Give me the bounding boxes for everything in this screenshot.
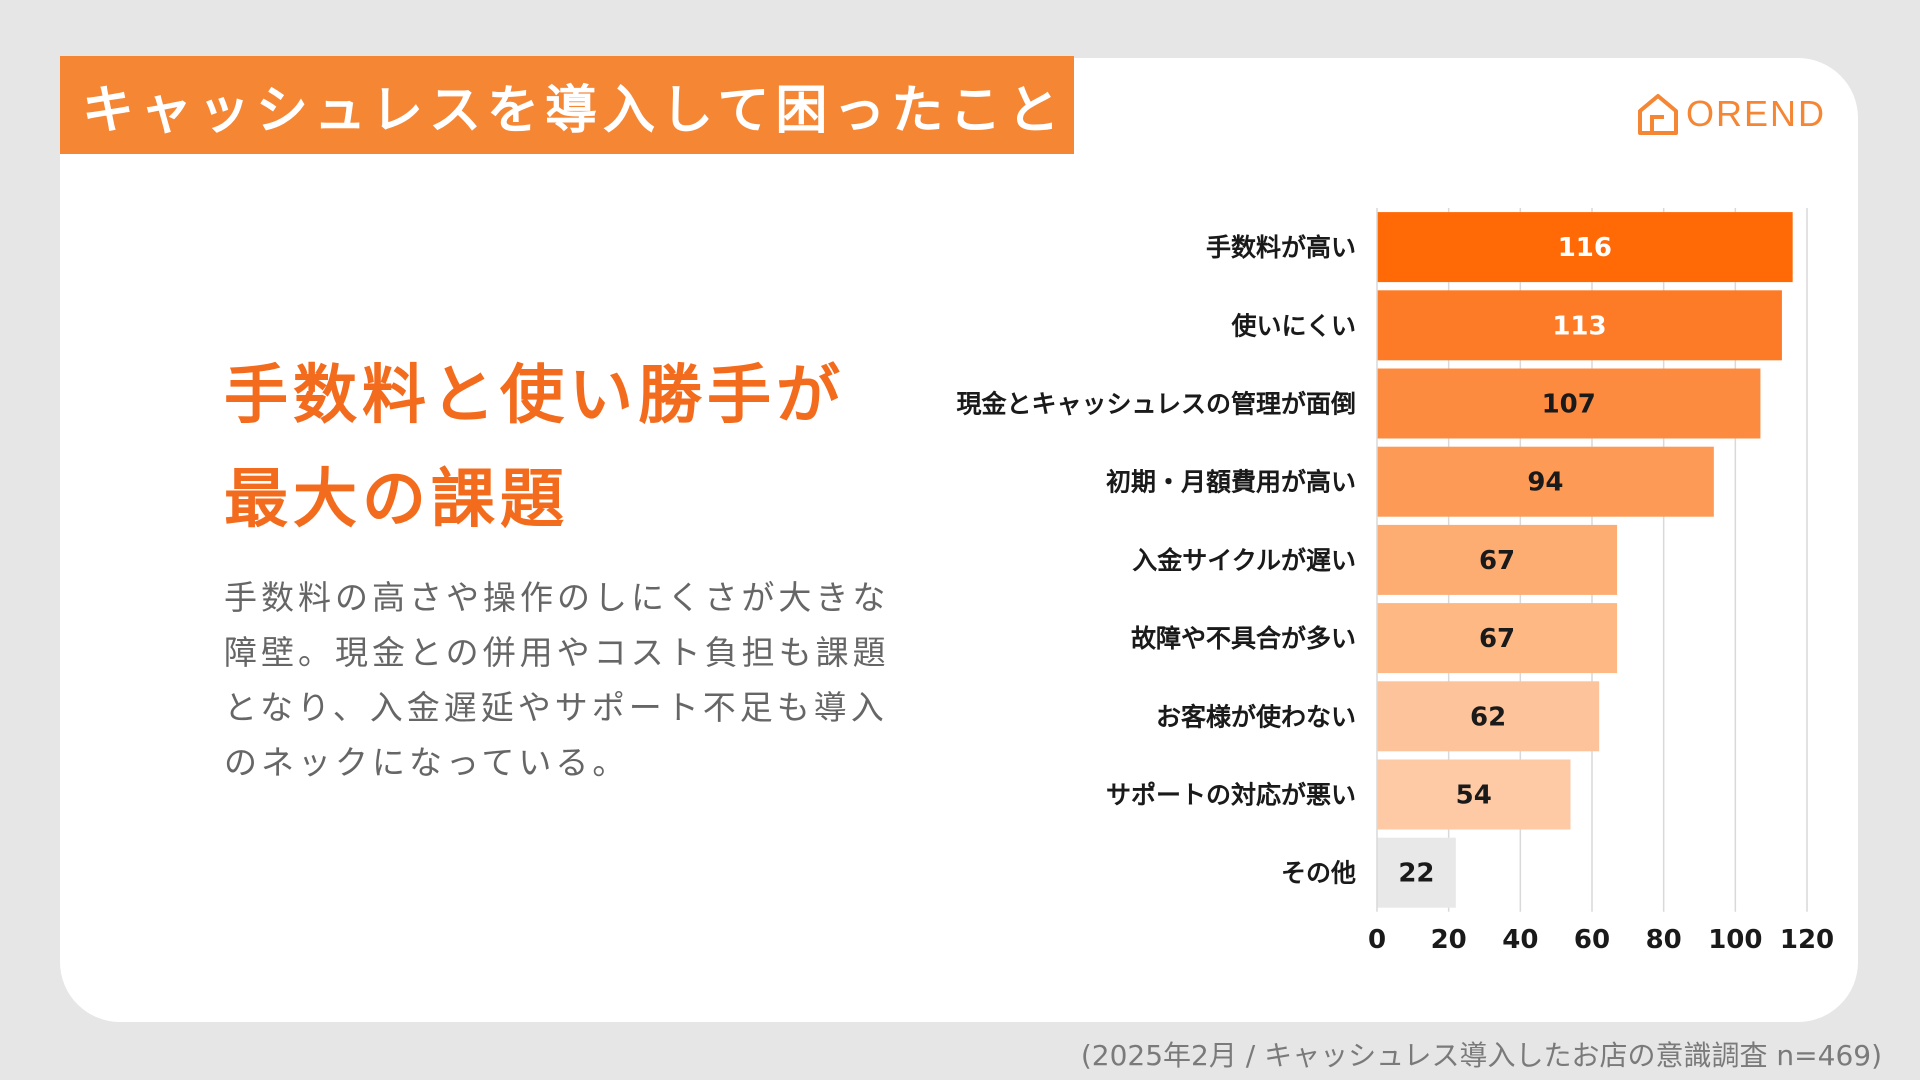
data-label: 94: [1527, 468, 1563, 498]
data-label: 62: [1470, 702, 1506, 732]
summary-text: 手数料の高さや操作のしにくさが大きな障壁。現金との併用やコスト負担も課題となり、…: [224, 578, 890, 782]
x-tick-label: 80: [1646, 925, 1682, 955]
headline-line-1: 手数料と使い勝手が: [224, 359, 845, 433]
x-tick-label: 40: [1502, 925, 1538, 955]
x-tick-label: 60: [1574, 925, 1610, 955]
data-label: 22: [1398, 859, 1434, 889]
x-tick-label: 100: [1708, 925, 1762, 955]
category-label: 現金とキャッシュレスの管理が面倒: [956, 390, 1356, 419]
data-label: 113: [1552, 311, 1606, 341]
headline-line-2: 最大の課題: [224, 463, 569, 537]
bar: [1377, 603, 1618, 674]
category-label: その他: [1281, 859, 1356, 888]
data-label: 116: [1558, 233, 1612, 263]
category-label: 初期・月額費用が高い: [1106, 468, 1356, 497]
data-label: 107: [1542, 390, 1596, 420]
category-label: 手数料が高い: [1206, 233, 1356, 262]
bar: [1377, 681, 1600, 752]
data-label: 54: [1456, 781, 1492, 811]
page-title: キャッシュレスを導入して困ったこと: [60, 56, 1074, 154]
house-icon: [1638, 94, 1678, 135]
data-label: 67: [1479, 546, 1515, 576]
data-label: 67: [1479, 624, 1515, 654]
bar: [1377, 446, 1714, 517]
x-tick-label: 120: [1780, 925, 1834, 955]
x-tick-label: 20: [1431, 925, 1467, 955]
category-label: 入金サイクルが遅い: [1132, 546, 1356, 575]
x-tick-label: 0: [1368, 925, 1386, 955]
category-label: 故障や不具合が多い: [1131, 624, 1356, 653]
bar: [1377, 524, 1618, 595]
brand-logo: OREND: [1636, 86, 1826, 142]
bar: [1377, 837, 1456, 908]
bar: [1377, 759, 1571, 830]
source-note: (2025年2月 / キャッシュレス導入したお店の意識調査 n=469): [1080, 1039, 1882, 1072]
category-label: 使いにくい: [1230, 311, 1356, 340]
bar-chart: 手数料が高い 116 使いにくい 113 現金とキャッシュレスの管理が面倒 107 初期・月…: [956, 208, 1834, 955]
category-label: お客様が使わない: [1156, 702, 1356, 731]
bar: [1377, 212, 1793, 283]
bar: [1377, 368, 1761, 439]
bar: [1377, 290, 1782, 361]
category-label: サポートの対応が悪い: [1106, 781, 1356, 810]
logo-text: OREND: [1686, 93, 1827, 134]
headline: 手数料と使い勝手が 最大の課題: [224, 344, 944, 552]
